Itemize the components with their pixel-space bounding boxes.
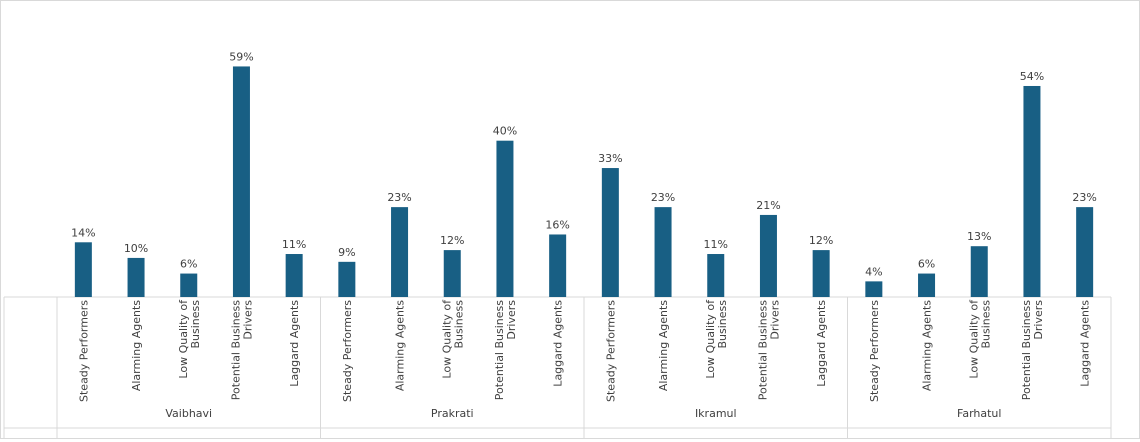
- category-label: Low Quality ofBusiness: [967, 299, 992, 379]
- category-label: Potential BusinessDrivers: [1020, 300, 1045, 400]
- category-label: Laggard Agents: [552, 300, 565, 387]
- data-label: 59%: [229, 50, 253, 63]
- category-label: Laggard Agents: [288, 300, 301, 387]
- category-label: Low Quality ofBusiness: [177, 299, 202, 379]
- bar: [812, 250, 830, 297]
- data-label: 14%: [71, 226, 95, 239]
- data-label: 23%: [651, 191, 675, 204]
- category-label: Potential BusinessDrivers: [756, 300, 781, 400]
- category-label: Potential BusinessDrivers: [493, 300, 518, 400]
- category-label: Steady Performers: [341, 300, 354, 402]
- group-label: Prakrati: [431, 407, 474, 420]
- bar: [180, 273, 198, 297]
- category-label: Alarming Agents: [657, 300, 670, 391]
- category-label: Alarming Agents: [130, 300, 143, 391]
- bar: [707, 254, 725, 297]
- group-label: Ikramul: [695, 407, 737, 420]
- data-label: 4%: [865, 265, 882, 278]
- data-label: 11%: [704, 238, 728, 251]
- data-label: 6%: [180, 258, 197, 271]
- bar: [74, 242, 92, 297]
- bar: [970, 246, 988, 297]
- category-label: Low Quality ofBusiness: [704, 299, 729, 379]
- bar: [654, 207, 672, 297]
- bar: [443, 250, 461, 297]
- bar: [391, 207, 409, 297]
- bar: [601, 168, 619, 297]
- data-label: 33%: [598, 152, 622, 165]
- data-label: 21%: [756, 199, 780, 212]
- category-label: Laggard Agents: [1079, 300, 1092, 387]
- bar: [1023, 85, 1041, 297]
- category-label: Steady Performers: [77, 300, 90, 402]
- bar: [549, 234, 567, 297]
- category-label: Low Quality ofBusiness: [440, 299, 465, 379]
- data-label: 12%: [440, 234, 464, 247]
- data-label: 23%: [1072, 191, 1096, 204]
- data-label: 16%: [545, 218, 569, 231]
- category-label: Steady Performers: [868, 300, 881, 402]
- group-label: Farhatul: [957, 407, 1001, 420]
- bar: [285, 254, 303, 297]
- bar: [232, 66, 250, 297]
- group-label: Vaibhavi: [165, 407, 212, 420]
- data-label: 11%: [282, 238, 306, 251]
- category-label: Steady Performers: [604, 300, 617, 402]
- data-label: 23%: [387, 191, 411, 204]
- bar: [865, 281, 883, 297]
- category-label: Laggard Agents: [815, 300, 828, 387]
- category-label: Alarming Agents: [921, 300, 934, 391]
- data-label: 13%: [967, 230, 991, 243]
- data-label: 9%: [338, 246, 355, 259]
- bar: [759, 214, 777, 297]
- bar: [918, 273, 936, 297]
- bar: [338, 261, 356, 297]
- category-label: Potential BusinessDrivers: [229, 300, 254, 400]
- data-label: 40%: [493, 125, 517, 138]
- data-label: 10%: [124, 242, 148, 255]
- data-label: 6%: [918, 258, 935, 271]
- data-label: 12%: [809, 234, 833, 247]
- category-label: Alarming Agents: [394, 300, 407, 391]
- bar: [496, 140, 514, 297]
- bar: [1076, 207, 1094, 297]
- bar: [127, 257, 145, 297]
- data-label: 54%: [1020, 70, 1044, 83]
